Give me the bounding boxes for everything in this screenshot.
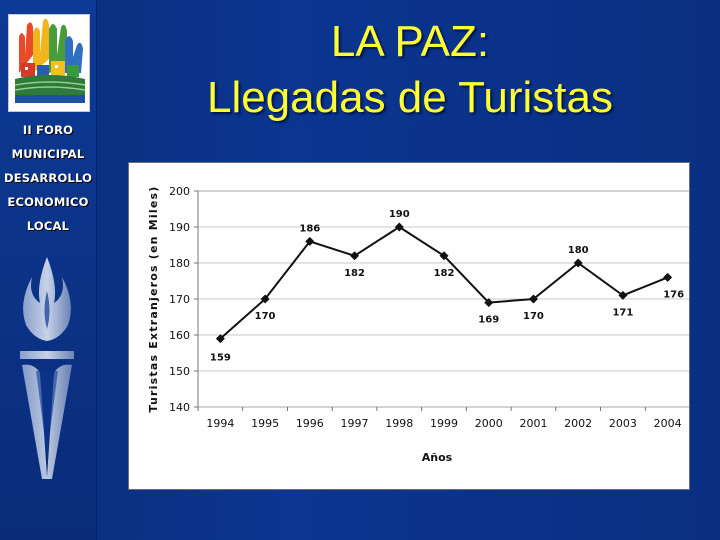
forum-logo [8, 14, 90, 112]
data-label: 186 [299, 223, 320, 234]
data-label: 180 [568, 245, 589, 256]
x-tick-label: 2004 [654, 417, 682, 430]
x-tick-label: 1995 [251, 417, 279, 430]
x-tick-label: 1998 [385, 417, 413, 430]
data-point [663, 272, 673, 282]
data-point [573, 258, 583, 268]
y-axis-label: Turistas Extranjeros (en Miles) [147, 186, 160, 413]
data-point [305, 236, 315, 246]
y-tick-label: 190 [169, 221, 190, 234]
y-tick-label: 180 [169, 257, 190, 270]
page-title: LA PAZ: Llegadas de Turistas [110, 14, 710, 126]
data-label: 171 [612, 307, 633, 318]
data-label: 170 [255, 311, 276, 322]
data-point [618, 290, 628, 300]
sidebar: II FORO MUNICIPAL DESARROLLO ECONOMICO L… [0, 0, 97, 540]
y-tick-label: 150 [169, 365, 190, 378]
line-chart: 1994 1995 1996 1997 1998 1999 2000 2001 2002 2003… [147, 185, 689, 464]
x-tick-label: 2002 [564, 417, 592, 430]
chart-panel: 1994 1995 1996 1997 1998 1999 2000 2001 2002 2003… [128, 162, 690, 490]
x-tick-label: 2001 [519, 417, 547, 430]
data-point [439, 251, 449, 261]
data-point [394, 222, 404, 232]
x-tick-label: 2000 [475, 417, 503, 430]
data-label: 170 [523, 311, 544, 322]
forum-line: LOCAL [26, 219, 70, 233]
x-tick-label: 1999 [430, 417, 458, 430]
forum-name: II FORO MUNICIPAL DESARROLLO ECONOMICO L… [0, 118, 96, 238]
data-label: 159 [210, 353, 231, 364]
x-tick-label: 2003 [609, 417, 637, 430]
torch-icon [14, 255, 80, 480]
data-point [528, 294, 538, 304]
forum-line: MUNICIPAL [11, 147, 85, 161]
y-tick-label: 160 [169, 329, 190, 342]
y-tick-label: 140 [169, 401, 190, 414]
y-tick-label: 170 [169, 293, 190, 306]
x-tick-label: 1994 [206, 417, 234, 430]
data-label: 169 [478, 315, 499, 326]
y-tick-label: 200 [169, 185, 190, 198]
x-axis-label: Años [422, 451, 453, 464]
data-point [260, 294, 270, 304]
forum-line: II FORO [22, 123, 74, 137]
data-label: 176 [663, 289, 684, 300]
data-point [215, 334, 225, 344]
data-label: 182 [344, 268, 365, 279]
data-label: 190 [389, 209, 410, 220]
x-tick-label: 1997 [341, 417, 369, 430]
title-line-2: Llegadas de Turistas [206, 73, 614, 122]
data-point [484, 298, 494, 308]
data-point [350, 251, 360, 261]
forum-line: DESARROLLO [3, 171, 93, 185]
forum-line: ECONOMICO [7, 195, 89, 209]
data-label: 182 [434, 268, 455, 279]
x-tick-label: 1996 [296, 417, 324, 430]
title-line-1: LA PAZ: [330, 17, 490, 66]
